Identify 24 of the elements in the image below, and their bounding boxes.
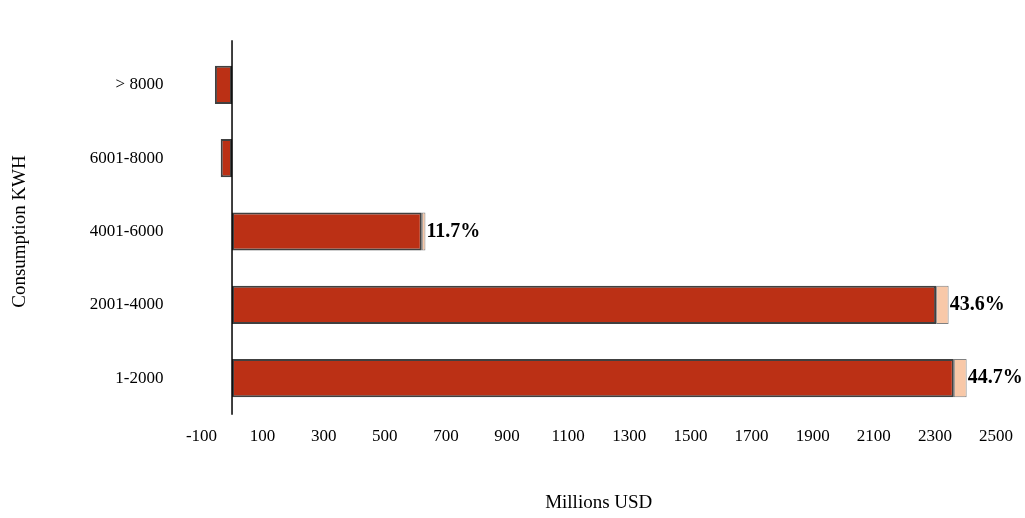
y-tick-label: 6001-8000: [89, 147, 164, 167]
x-tick-label: 100: [249, 426, 276, 446]
x-tick-label: 300: [310, 426, 337, 446]
y-tick-label: 4001-6000: [89, 220, 164, 240]
x-tick-label: 2100: [856, 426, 891, 446]
x-tick-label: 2300: [917, 426, 952, 446]
x-tick-label: 900: [494, 426, 520, 446]
x-tick-label: 700: [433, 426, 459, 446]
annotation: 43.6%: [949, 291, 1005, 314]
x-tick-label: 2500: [979, 426, 1013, 446]
annotation: 44.7%: [967, 365, 1023, 388]
y-axis-title: Consumption KWH: [8, 154, 30, 308]
x-tick-label: -100: [185, 426, 218, 446]
y-tick-label: > 8000: [115, 74, 164, 94]
x-tick-label: 1300: [612, 426, 647, 446]
x-tick-label: 1700: [734, 426, 769, 446]
x-tick-label: 1500: [673, 426, 708, 446]
y-tick-label: 2001-4000: [89, 294, 164, 314]
x-tick-label: 500: [372, 426, 398, 446]
x-tick-label: 1100: [551, 426, 585, 446]
annotation: 11.7%: [426, 218, 481, 241]
y-tick-label: 1-2000: [115, 367, 164, 387]
x-tick-label: 1900: [795, 426, 830, 446]
x-axis-title: Millions USD: [545, 490, 653, 512]
